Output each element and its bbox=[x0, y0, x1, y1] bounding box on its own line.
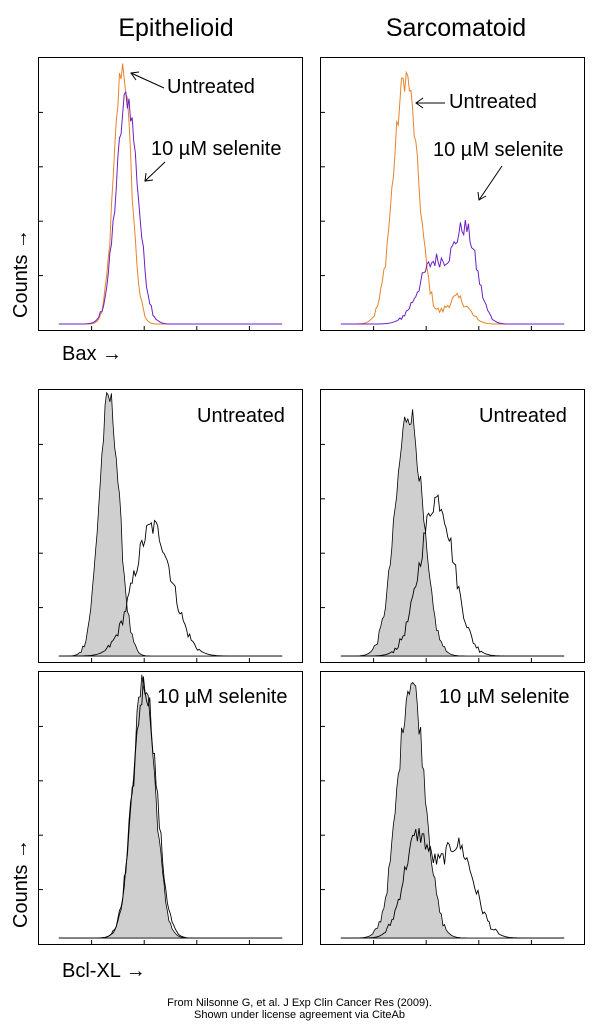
panel-epithelioid-bax: Untreated 10 µM selenite bbox=[38, 57, 303, 331]
label-untreated: Untreated bbox=[479, 405, 567, 427]
panel-sarcomatoid-bclxl-untreated: Untreated bbox=[320, 389, 585, 663]
series-untreated bbox=[340, 494, 565, 657]
label-untreated: Untreated bbox=[167, 76, 255, 98]
histogram-sarcomatoid-bclxl-untreated bbox=[321, 409, 565, 662]
series-control bbox=[340, 409, 565, 657]
series-control bbox=[340, 681, 565, 939]
series-control bbox=[58, 674, 283, 939]
panel-sarcomatoid-bax: Untreated 10 µM selenite bbox=[320, 57, 585, 331]
histogram-epithelioid-bclxl-selenite bbox=[39, 674, 283, 944]
label-untreated: Untreated bbox=[197, 405, 285, 427]
histogram-epithelioid-bax bbox=[39, 63, 283, 330]
credit-line-2: Shown under license agreement via CiteAb bbox=[194, 1009, 405, 1021]
panel-sarcomatoid-bclxl-selenite: 10 µM selenite bbox=[320, 671, 585, 945]
series-untreated bbox=[58, 63, 283, 325]
series-10-m-selenite bbox=[58, 91, 283, 325]
axis-ticks bbox=[39, 443, 250, 662]
column-title-sarcomatoid: Sarcomatoid bbox=[385, 14, 527, 42]
axis-ticks bbox=[321, 725, 532, 944]
series-10-m-selenite bbox=[340, 219, 565, 325]
series-control bbox=[58, 391, 283, 657]
panel-epithelioid-bclxl-selenite: 10 µM selenite bbox=[38, 671, 303, 945]
credit-text: From Nilsonne G, et al. J Exp Clin Cance… bbox=[0, 997, 599, 1021]
axis-ticks bbox=[321, 111, 532, 330]
label-selenite: 10 µM selenite bbox=[157, 686, 288, 708]
histogram-sarcomatoid-bax bbox=[321, 70, 565, 330]
label-selenite: 10 µM selenite bbox=[433, 139, 564, 161]
series-10-m-selenite bbox=[58, 676, 283, 939]
histogram-sarcomatoid-bclxl-selenite bbox=[321, 681, 565, 944]
x-axis-label-bclxl: Bcl-XL → bbox=[62, 960, 146, 982]
x-axis-label-bax: Bax → bbox=[62, 343, 123, 365]
label-selenite: 10 µM selenite bbox=[439, 686, 570, 708]
credit-line-1: From Nilsonne G, et al. J Exp Clin Cance… bbox=[167, 997, 432, 1009]
y-axis-label-counts-top: Counts → bbox=[10, 229, 32, 318]
label-selenite: 10 µM selenite bbox=[151, 138, 282, 160]
series-untreated bbox=[58, 519, 283, 657]
histogram-epithelioid-bclxl-untreated bbox=[39, 391, 283, 662]
panel-epithelioid-bclxl-untreated: Untreated bbox=[38, 389, 303, 663]
axis-ticks bbox=[321, 443, 532, 662]
y-axis-label-counts-bottom: Counts → bbox=[10, 839, 32, 928]
label-untreated: Untreated bbox=[449, 91, 537, 113]
column-title-epithelioid: Epithelioid bbox=[118, 14, 234, 42]
series-10-m-selenite bbox=[340, 827, 565, 939]
axis-ticks bbox=[39, 111, 250, 330]
axis-ticks bbox=[39, 725, 250, 944]
